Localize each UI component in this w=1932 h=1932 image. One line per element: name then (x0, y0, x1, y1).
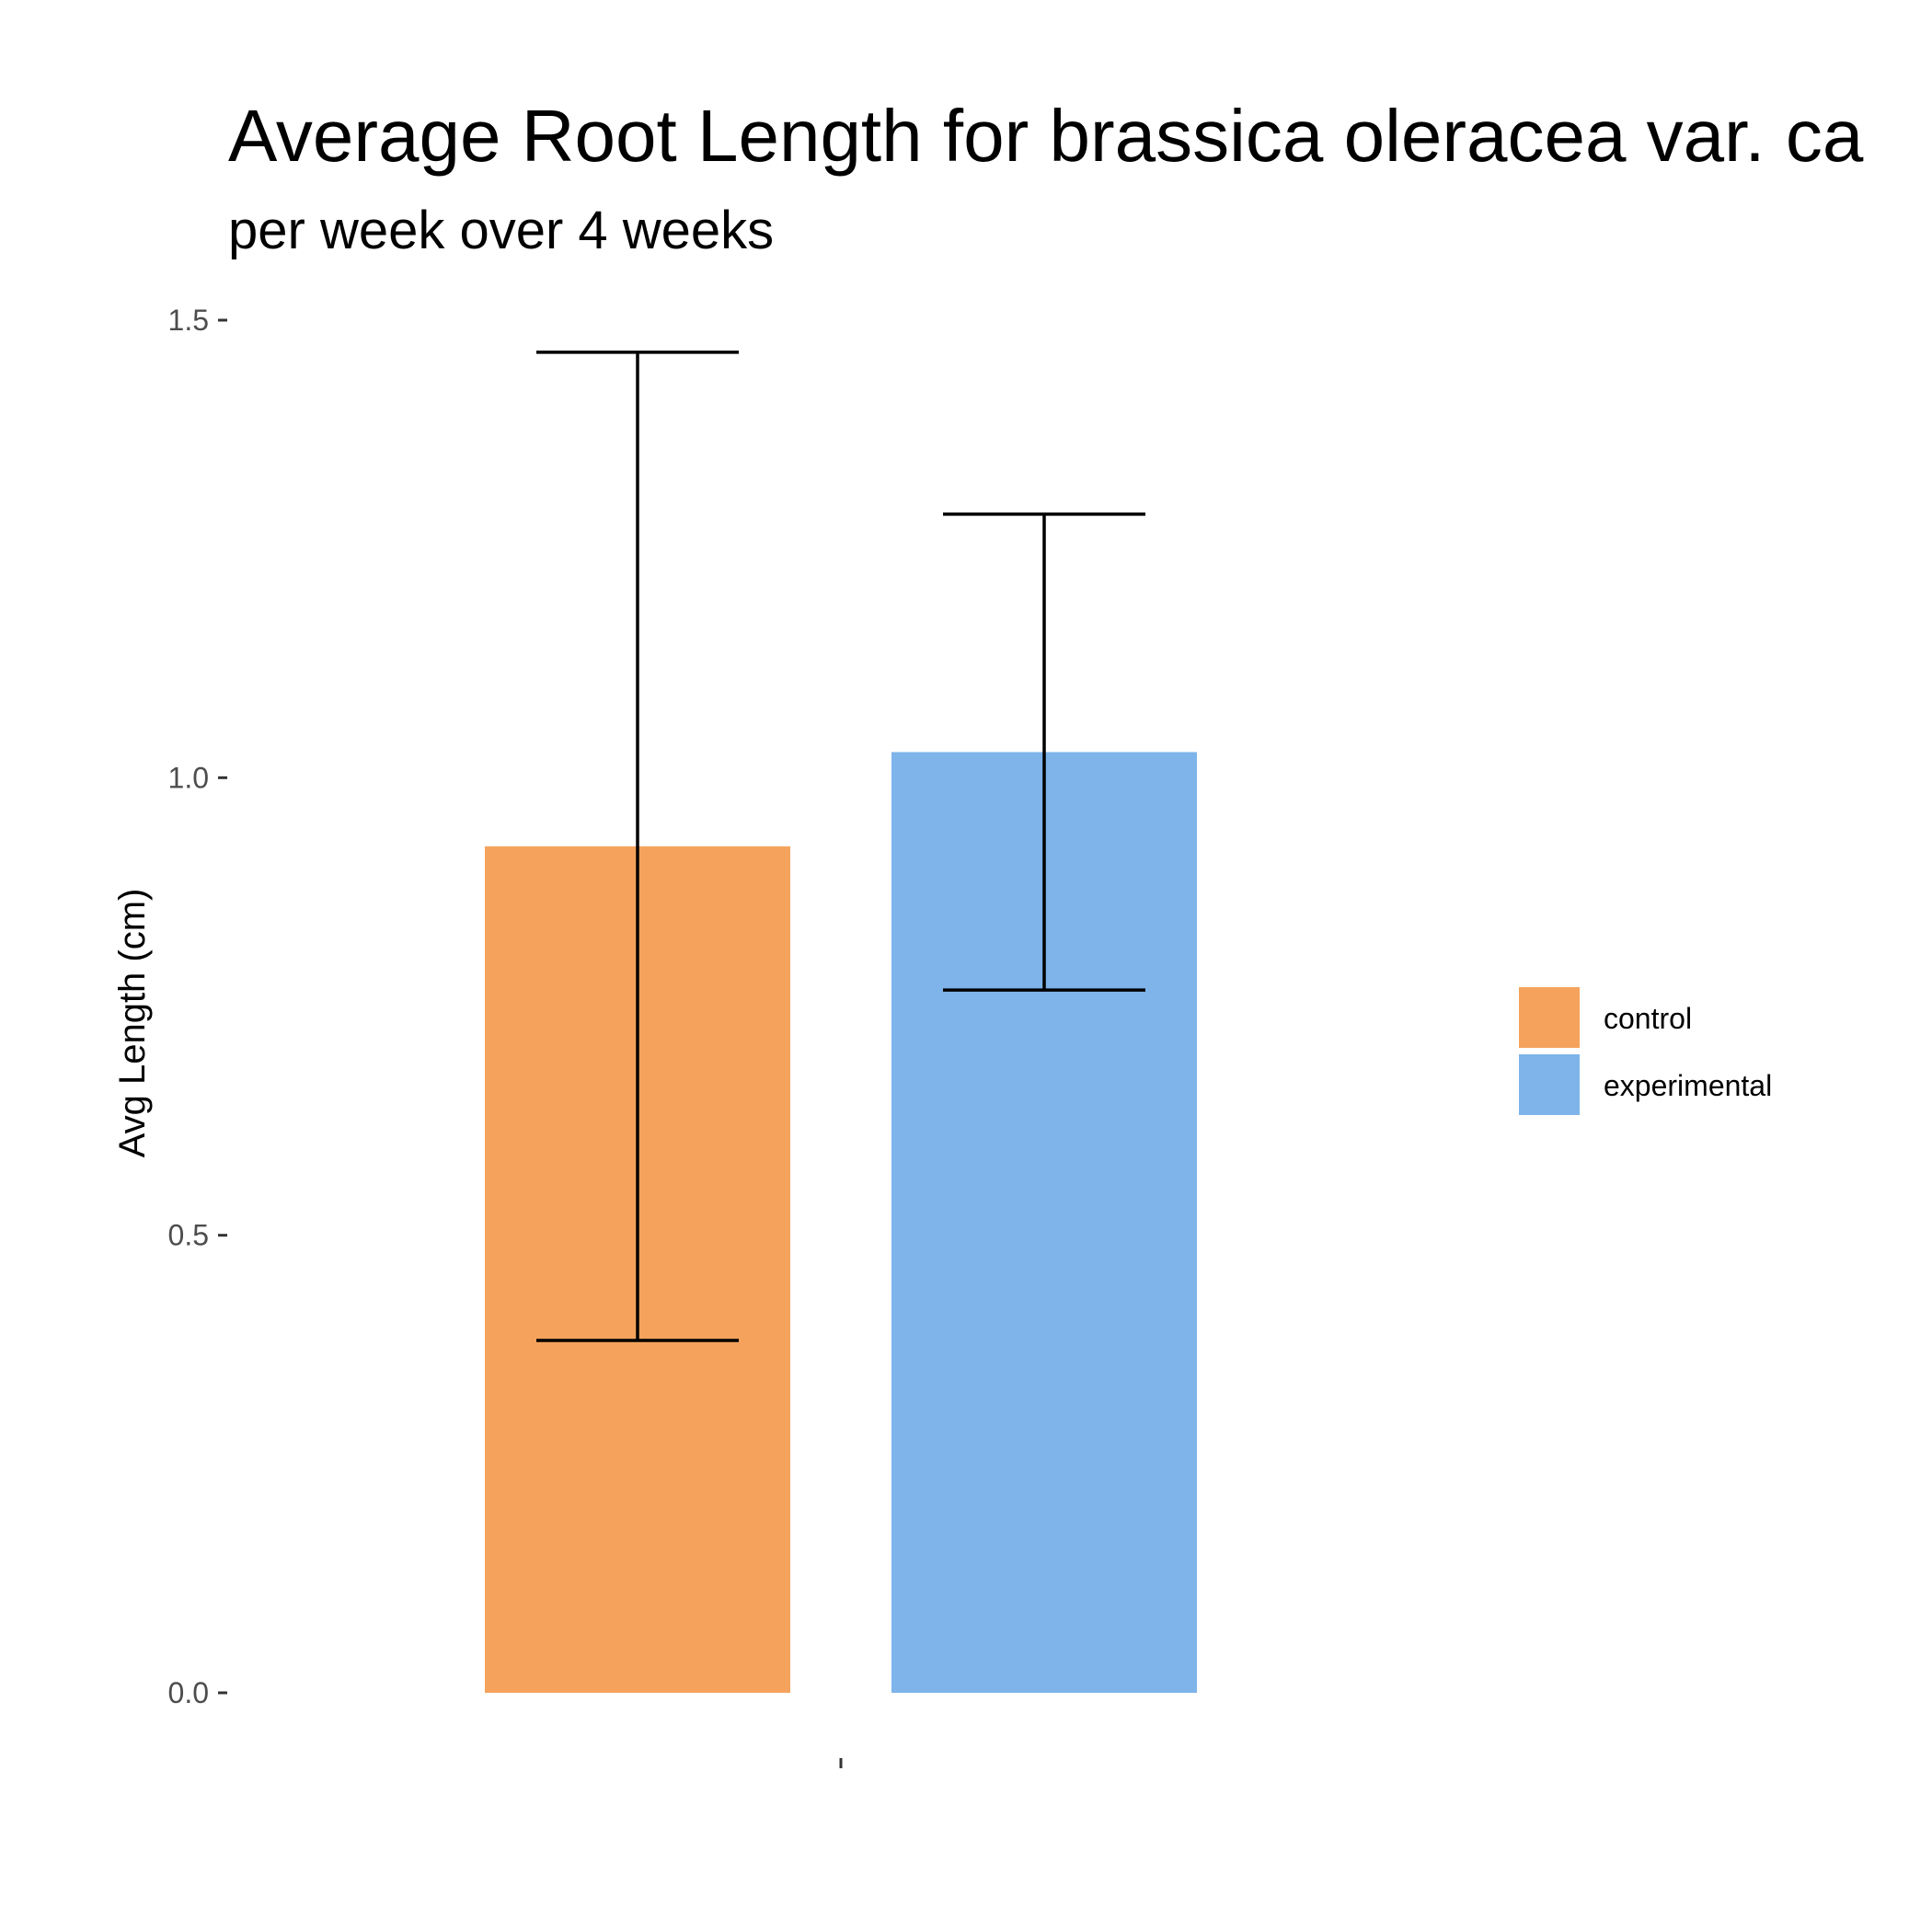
bars (485, 752, 1197, 1693)
legend-key-experimental (1519, 1054, 1580, 1115)
y-tick-label: 1.5 (168, 304, 209, 337)
error-bars (536, 351, 1145, 1342)
y-axis: 0.0 0.5 1.0 1.5 (168, 304, 227, 1709)
legend: control experimental (1519, 987, 1772, 1115)
legend-key-control (1519, 987, 1580, 1048)
y-tick-label: 1.0 (168, 761, 209, 794)
legend-label-control: control (1604, 1002, 1692, 1035)
y-tick-label: 0.5 (168, 1219, 209, 1252)
y-axis-title: Avg Length (cm) (112, 889, 153, 1158)
y-tick-label: 0.0 (168, 1676, 209, 1709)
chart-title: Average Root Length for brassica olerace… (228, 95, 1864, 177)
chart-subtitle: per week over 4 weeks (228, 201, 775, 260)
legend-label-experimental: experimental (1604, 1069, 1772, 1102)
